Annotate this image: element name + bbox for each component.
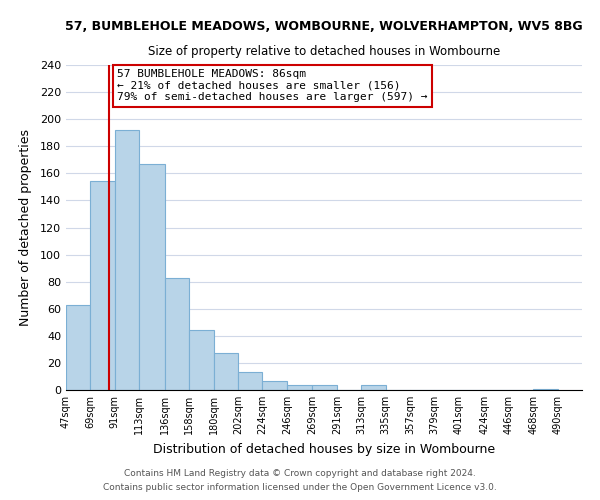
Text: Contains public sector information licensed under the Open Government Licence v3: Contains public sector information licen… bbox=[103, 484, 497, 492]
Bar bbox=[139, 164, 165, 390]
Bar bbox=[189, 330, 214, 390]
Bar bbox=[91, 182, 115, 390]
X-axis label: Distribution of detached houses by size in Wombourne: Distribution of detached houses by size … bbox=[153, 442, 495, 456]
Bar bbox=[115, 130, 139, 390]
Bar bbox=[313, 384, 337, 390]
Y-axis label: Number of detached properties: Number of detached properties bbox=[19, 129, 32, 326]
Bar bbox=[361, 384, 386, 390]
Bar bbox=[533, 388, 557, 390]
Text: Contains HM Land Registry data © Crown copyright and database right 2024.: Contains HM Land Registry data © Crown c… bbox=[124, 468, 476, 477]
Bar bbox=[214, 354, 238, 390]
Bar bbox=[262, 380, 287, 390]
Bar bbox=[287, 384, 313, 390]
Bar bbox=[66, 304, 91, 390]
Bar bbox=[238, 372, 262, 390]
Text: 57, BUMBLEHOLE MEADOWS, WOMBOURNE, WOLVERHAMPTON, WV5 8BG: 57, BUMBLEHOLE MEADOWS, WOMBOURNE, WOLVE… bbox=[65, 20, 583, 33]
Text: Size of property relative to detached houses in Wombourne: Size of property relative to detached ho… bbox=[148, 45, 500, 58]
Bar bbox=[165, 278, 189, 390]
Text: 57 BUMBLEHOLE MEADOWS: 86sqm
← 21% of detached houses are smaller (156)
79% of s: 57 BUMBLEHOLE MEADOWS: 86sqm ← 21% of de… bbox=[117, 69, 428, 102]
